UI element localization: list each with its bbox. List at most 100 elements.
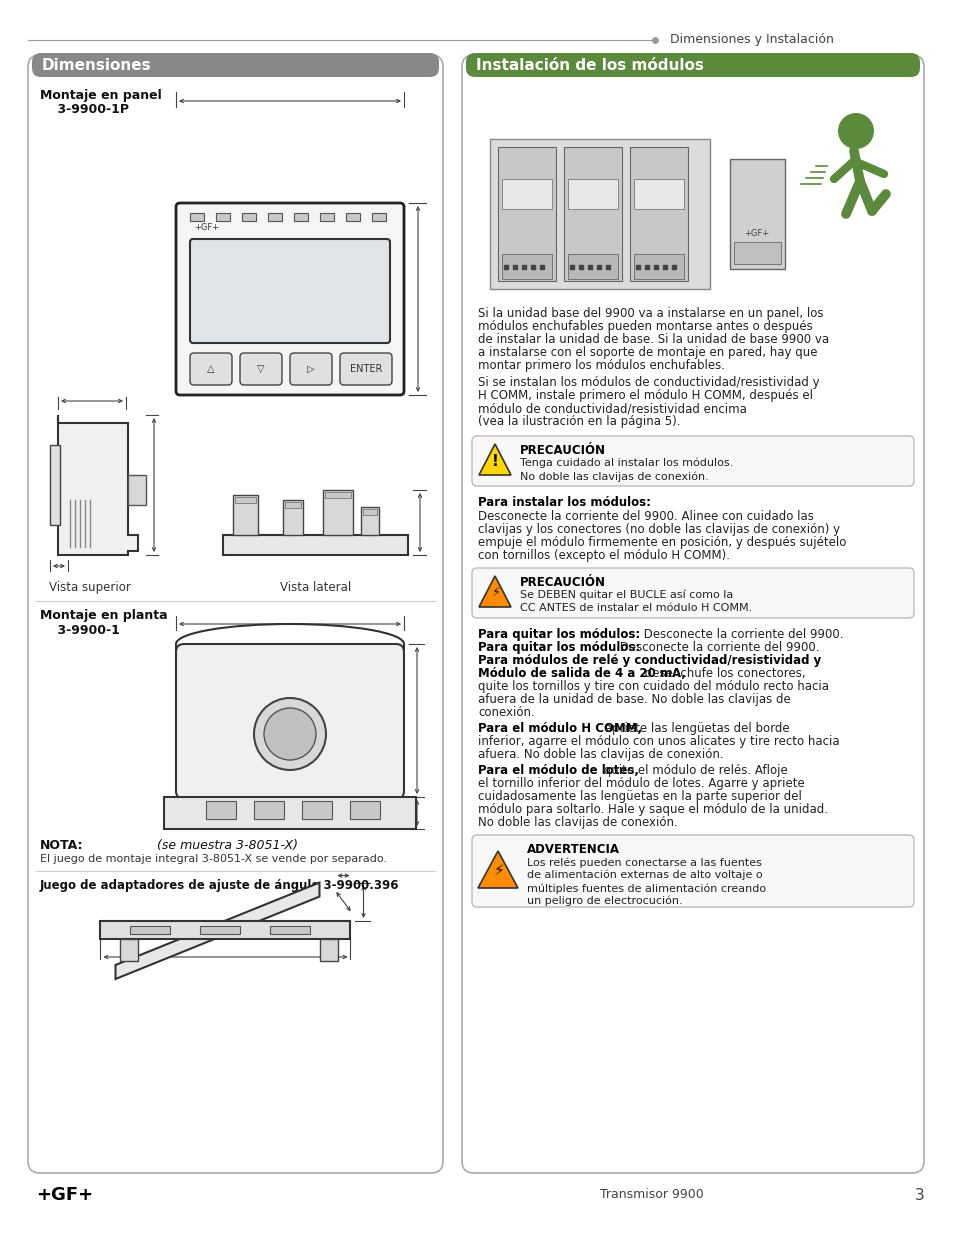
Text: +GF+: +GF+: [193, 224, 219, 232]
Text: desenchufe los conectores,: desenchufe los conectores,: [640, 667, 804, 680]
Text: 3-9900-1P: 3-9900-1P: [40, 103, 129, 116]
Bar: [567, 179, 618, 209]
Text: Juego de adaptadores de ajuste de ángulo 3-9900.396: Juego de adaptadores de ajuste de ángulo…: [40, 879, 399, 892]
Bar: [325, 492, 351, 498]
Text: Vista lateral: Vista lateral: [279, 580, 351, 594]
Text: ADVERTENCIA: ADVERTENCIA: [526, 844, 619, 856]
Bar: [100, 921, 350, 939]
Text: múltiples fuentes de alimentación creando: múltiples fuentes de alimentación creand…: [526, 883, 765, 893]
Text: Los relés pueden conectarse a las fuentes: Los relés pueden conectarse a las fuente…: [526, 857, 761, 867]
FancyBboxPatch shape: [175, 203, 403, 395]
Bar: [501, 179, 552, 209]
Bar: [271, 926, 310, 934]
Polygon shape: [477, 851, 517, 888]
Text: Si la unidad base del 9900 va a instalarse en un panel, los: Si la unidad base del 9900 va a instalar…: [477, 308, 822, 320]
Bar: [490, 140, 709, 289]
Text: ENTER: ENTER: [350, 364, 382, 374]
Bar: [634, 179, 683, 209]
Polygon shape: [478, 576, 511, 606]
Bar: [283, 500, 303, 535]
Text: Dimensiones y Instalación: Dimensiones y Instalación: [669, 33, 833, 47]
Bar: [323, 490, 353, 535]
FancyBboxPatch shape: [472, 436, 913, 487]
Bar: [350, 802, 379, 819]
FancyBboxPatch shape: [190, 240, 390, 343]
Text: empuje el módulo firmemente en posición, y después sujételo: empuje el módulo firmemente en posición,…: [477, 536, 845, 550]
Bar: [128, 475, 146, 505]
Bar: [497, 147, 556, 282]
Text: quite los tornillos y tire con cuidado del módulo recto hacia: quite los tornillos y tire con cuidado d…: [477, 680, 828, 693]
Bar: [285, 501, 301, 508]
Bar: [302, 802, 332, 819]
Text: Para módulos de relé y conductividad/resistividad y: Para módulos de relé y conductividad/res…: [477, 655, 821, 667]
Text: PRECAUCIÓN: PRECAUCIÓN: [519, 445, 605, 457]
Bar: [346, 212, 359, 221]
Text: Para quitar los módulos:: Para quitar los módulos:: [477, 641, 639, 655]
Bar: [268, 212, 282, 221]
Text: △: △: [207, 364, 214, 374]
Text: Vista superior: Vista superior: [49, 580, 131, 594]
Text: H COMM, instale primero el módulo H COMM, después el: H COMM, instale primero el módulo H COMM…: [477, 389, 812, 403]
Text: PRECAUCIÓN: PRECAUCIÓN: [519, 576, 605, 589]
FancyBboxPatch shape: [472, 835, 913, 906]
Bar: [501, 254, 552, 279]
Text: !: !: [491, 453, 497, 468]
Text: Desconecte la corriente del 9900.: Desconecte la corriente del 9900.: [616, 641, 819, 655]
Bar: [215, 212, 230, 221]
Text: Desconecte la corriente del 9900. Alinee con cuidado las: Desconecte la corriente del 9900. Alinee…: [477, 510, 813, 522]
Text: Dimensiones: Dimensiones: [42, 58, 152, 73]
Text: un peligro de electrocución.: un peligro de electrocución.: [526, 897, 682, 906]
Bar: [360, 508, 378, 535]
Text: a instalarse con el soporte de montaje en pared, hay que: a instalarse con el soporte de montaje e…: [477, 346, 817, 359]
Bar: [131, 926, 171, 934]
Circle shape: [253, 698, 326, 769]
Bar: [363, 509, 376, 515]
Circle shape: [837, 112, 873, 149]
FancyBboxPatch shape: [32, 53, 438, 77]
Bar: [320, 939, 338, 961]
Bar: [164, 797, 416, 829]
Text: ⚡: ⚡: [493, 862, 504, 878]
Bar: [200, 926, 240, 934]
Bar: [319, 212, 334, 221]
Text: No doble las clavijas de conexión.: No doble las clavijas de conexión.: [519, 471, 708, 482]
Text: Montaje en planta: Montaje en planta: [40, 609, 168, 622]
FancyBboxPatch shape: [240, 353, 282, 385]
Bar: [629, 147, 687, 282]
Text: Desconecte la corriente del 9900.: Desconecte la corriente del 9900.: [639, 629, 842, 641]
Bar: [634, 254, 683, 279]
Text: Instalación de los módulos: Instalación de los módulos: [476, 58, 703, 73]
Bar: [567, 254, 618, 279]
Bar: [372, 212, 386, 221]
Text: Tenga cuidado al instalar los módulos.: Tenga cuidado al instalar los módulos.: [519, 458, 733, 468]
Bar: [242, 212, 255, 221]
Bar: [50, 445, 60, 525]
Text: módulos enchufables pueden montarse antes o después: módulos enchufables pueden montarse ante…: [477, 320, 812, 333]
Text: con tornillos (excepto el módulo H COMM).: con tornillos (excepto el módulo H COMM)…: [477, 550, 729, 562]
FancyBboxPatch shape: [472, 568, 913, 618]
Text: afuera de la unidad de base. No doble las clavijas de: afuera de la unidad de base. No doble la…: [477, 693, 790, 706]
Text: montar primero los módulos enchufables.: montar primero los módulos enchufables.: [477, 359, 724, 372]
Text: Para el módulo H COMM,: Para el módulo H COMM,: [477, 722, 641, 735]
Bar: [729, 159, 784, 269]
FancyBboxPatch shape: [28, 56, 442, 1173]
Text: Para quitar los módulos:: Para quitar los módulos:: [477, 629, 639, 641]
Text: el tornillo inferior del módulo de lotes. Agarre y apriete: el tornillo inferior del módulo de lotes…: [477, 777, 804, 790]
Text: Módulo de salida de 4 a 20 mA,: Módulo de salida de 4 a 20 mA,: [477, 667, 685, 680]
FancyBboxPatch shape: [465, 53, 919, 77]
Text: Para instalar los módulos:: Para instalar los módulos:: [477, 496, 650, 509]
Text: +GF+: +GF+: [36, 1186, 93, 1204]
FancyBboxPatch shape: [290, 353, 332, 385]
Bar: [233, 495, 257, 535]
Text: módulo de conductividad/resistividad encima: módulo de conductividad/resistividad enc…: [477, 403, 746, 415]
Text: Se DEBEN quitar el BUCLE así como la: Se DEBEN quitar el BUCLE así como la: [519, 590, 733, 600]
Text: Si se instalan los módulos de conductividad/resistividad y: Si se instalan los módulos de conductivi…: [477, 375, 819, 389]
Bar: [190, 212, 204, 221]
Bar: [234, 496, 255, 503]
Text: 3-9900-1: 3-9900-1: [40, 624, 120, 637]
Text: ⚡: ⚡: [491, 585, 500, 599]
Text: inferior, agarre el módulo con unos alicates y tire recto hacia: inferior, agarre el módulo con unos alic…: [477, 735, 839, 748]
Text: afuera. No doble las clavijas de conexión.: afuera. No doble las clavijas de conexió…: [477, 748, 723, 761]
Text: quite el módulo de relés. Afloje: quite el módulo de relés. Afloje: [599, 764, 787, 777]
Text: +GF+: +GF+: [743, 230, 769, 238]
